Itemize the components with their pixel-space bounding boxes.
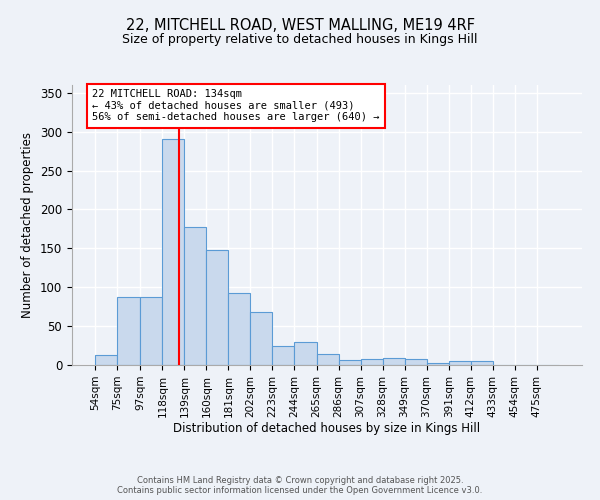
Bar <box>117 296 140 365</box>
Text: Contains HM Land Registry data © Crown copyright and database right 2025.
Contai: Contains HM Land Registry data © Crown c… <box>118 476 482 495</box>
Bar <box>272 346 295 365</box>
Y-axis label: Number of detached properties: Number of detached properties <box>22 132 34 318</box>
Bar <box>95 355 117 365</box>
Bar <box>229 292 250 365</box>
Bar <box>140 296 163 365</box>
Text: 22, MITCHELL ROAD, WEST MALLING, ME19 4RF: 22, MITCHELL ROAD, WEST MALLING, ME19 4R… <box>125 18 475 32</box>
Bar <box>206 250 229 365</box>
Text: 22 MITCHELL ROAD: 134sqm
← 43% of detached houses are smaller (493)
56% of semi-: 22 MITCHELL ROAD: 134sqm ← 43% of detach… <box>92 89 380 122</box>
Bar <box>361 359 383 365</box>
Bar <box>295 342 317 365</box>
Bar <box>427 364 449 365</box>
Bar <box>338 360 361 365</box>
X-axis label: Distribution of detached houses by size in Kings Hill: Distribution of detached houses by size … <box>173 422 481 436</box>
Bar <box>471 361 493 365</box>
Bar <box>404 359 427 365</box>
Bar <box>184 226 206 365</box>
Bar <box>250 312 272 365</box>
Bar <box>383 358 404 365</box>
Bar <box>449 361 471 365</box>
Bar <box>163 140 184 365</box>
Text: Size of property relative to detached houses in Kings Hill: Size of property relative to detached ho… <box>122 32 478 46</box>
Bar <box>317 354 338 365</box>
